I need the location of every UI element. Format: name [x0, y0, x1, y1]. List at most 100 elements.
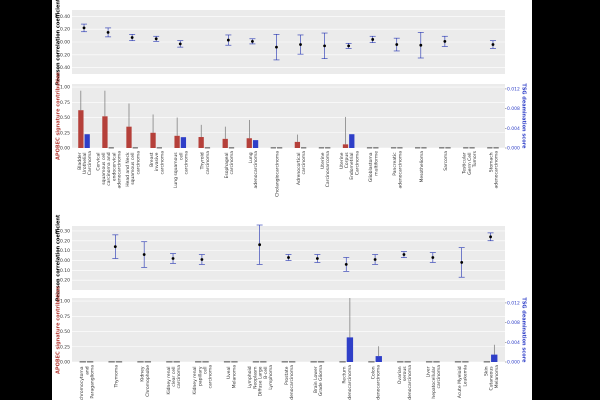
y-tick-label: 0.50 [60, 115, 70, 121]
y2-tick-label: 0.000 [507, 360, 520, 366]
point [178, 42, 182, 46]
bar [150, 132, 156, 148]
point [347, 44, 351, 48]
bar [491, 354, 498, 362]
y2-tick-label: 0.000 [507, 146, 520, 152]
y-axis-title: Pearson correlation coefficient [56, 214, 62, 301]
point [258, 243, 262, 247]
point [419, 43, 423, 47]
bar [144, 361, 152, 363]
bar [252, 361, 260, 363]
bar [366, 147, 373, 149]
y-tick-label: 0.25 [60, 344, 70, 350]
bar [339, 361, 346, 363]
bar [198, 137, 204, 148]
bar [310, 361, 317, 363]
y-tick-label: 0.40 [60, 14, 70, 20]
bar [349, 134, 355, 148]
point [82, 26, 86, 30]
bar [108, 147, 114, 149]
bar [445, 147, 451, 149]
y-tick-label: 0.00 [60, 258, 70, 264]
y-tick-label: 1.00 [60, 85, 70, 91]
bar [246, 138, 252, 148]
bar [126, 126, 132, 148]
y2-tick-label: 0.008 [507, 106, 520, 112]
point [154, 37, 158, 41]
point [251, 39, 254, 43]
y2-tick-label: 0.012 [507, 300, 520, 306]
bar [421, 147, 427, 149]
bar [202, 361, 209, 363]
point [287, 256, 290, 259]
bar [325, 147, 331, 149]
bar [289, 361, 296, 363]
bar [415, 147, 421, 149]
x-tick-label: Liver hepatocellular carcinoma [425, 365, 441, 399]
y-tick-label: -0.20 [58, 52, 70, 58]
point [142, 253, 146, 256]
x-tick-label: Lung squamous cell carcinoma [173, 151, 189, 188]
bar [252, 140, 259, 148]
x-tick-label: Brain Lower Grade Glioma [312, 365, 323, 396]
point [113, 245, 117, 249]
bar [166, 361, 173, 363]
bar [425, 361, 433, 363]
x-tick-label: Mesothelioma [418, 151, 424, 183]
bar [281, 361, 288, 363]
y-axis-title: APOBEC signature contribution [56, 286, 62, 374]
y-tick-label: -0.10 [58, 268, 70, 274]
bar [433, 361, 440, 363]
x-tick-label: Lymphoid Neoplasm Diffuse Large B-cell L… [247, 365, 274, 397]
x-tick-label: Ovarian serous cystadenocarcinoma [396, 365, 412, 400]
point [344, 263, 348, 266]
y-tick-label: 0.10 [60, 248, 70, 254]
bar [462, 361, 469, 363]
y-tick-label: -0.20 [58, 278, 70, 284]
bar [137, 361, 144, 363]
x-tick-label: Skin Cutaneous Melanoma [483, 365, 499, 391]
y-tick-label: 0.20 [60, 27, 70, 33]
bar [487, 147, 493, 149]
y-tick-label: 0.00 [60, 146, 70, 152]
point [200, 258, 204, 261]
bar [156, 147, 162, 149]
point [106, 31, 110, 34]
bar [276, 147, 283, 149]
point [443, 39, 447, 43]
bar [463, 147, 469, 149]
bar [79, 361, 86, 363]
bar [228, 147, 235, 149]
x-tick-label: Adrenocortical carcinoma [295, 151, 306, 185]
x-tick-label: Acute Myeloid Leukemia [457, 365, 468, 398]
x-tick-label: Rectum adenocarcinoma [341, 365, 352, 400]
x-tick-label: Sarcoma [442, 151, 448, 171]
y-tick-label: 0.75 [60, 314, 70, 320]
y-axis-title: APOBEC signature contribution [56, 72, 62, 160]
bar [231, 361, 238, 363]
bar [390, 147, 397, 149]
bar [223, 361, 231, 363]
x-tick-label: Pancreatic adenocarcinoma [392, 151, 403, 189]
bar [180, 137, 187, 148]
bar [86, 361, 94, 363]
point [431, 256, 435, 259]
plot-background [72, 298, 505, 362]
bar [108, 361, 115, 363]
bar [375, 356, 382, 362]
bar [132, 147, 138, 149]
bar [174, 135, 180, 148]
point [130, 36, 134, 39]
point [460, 261, 464, 264]
bar [260, 361, 267, 363]
bar [84, 134, 90, 148]
bar [397, 361, 404, 363]
x-tick-label: Cervical squamous cell carcinoma and end… [95, 151, 122, 189]
bar [368, 361, 375, 363]
bar [222, 138, 228, 148]
x-tick-label: Testicular Germ Cell Tumors [461, 150, 477, 174]
bar [78, 110, 84, 148]
y-tick-label: -0.40 [58, 65, 70, 71]
x-tick-label: Pheochromocytoma and Paraganglioma [79, 365, 95, 400]
